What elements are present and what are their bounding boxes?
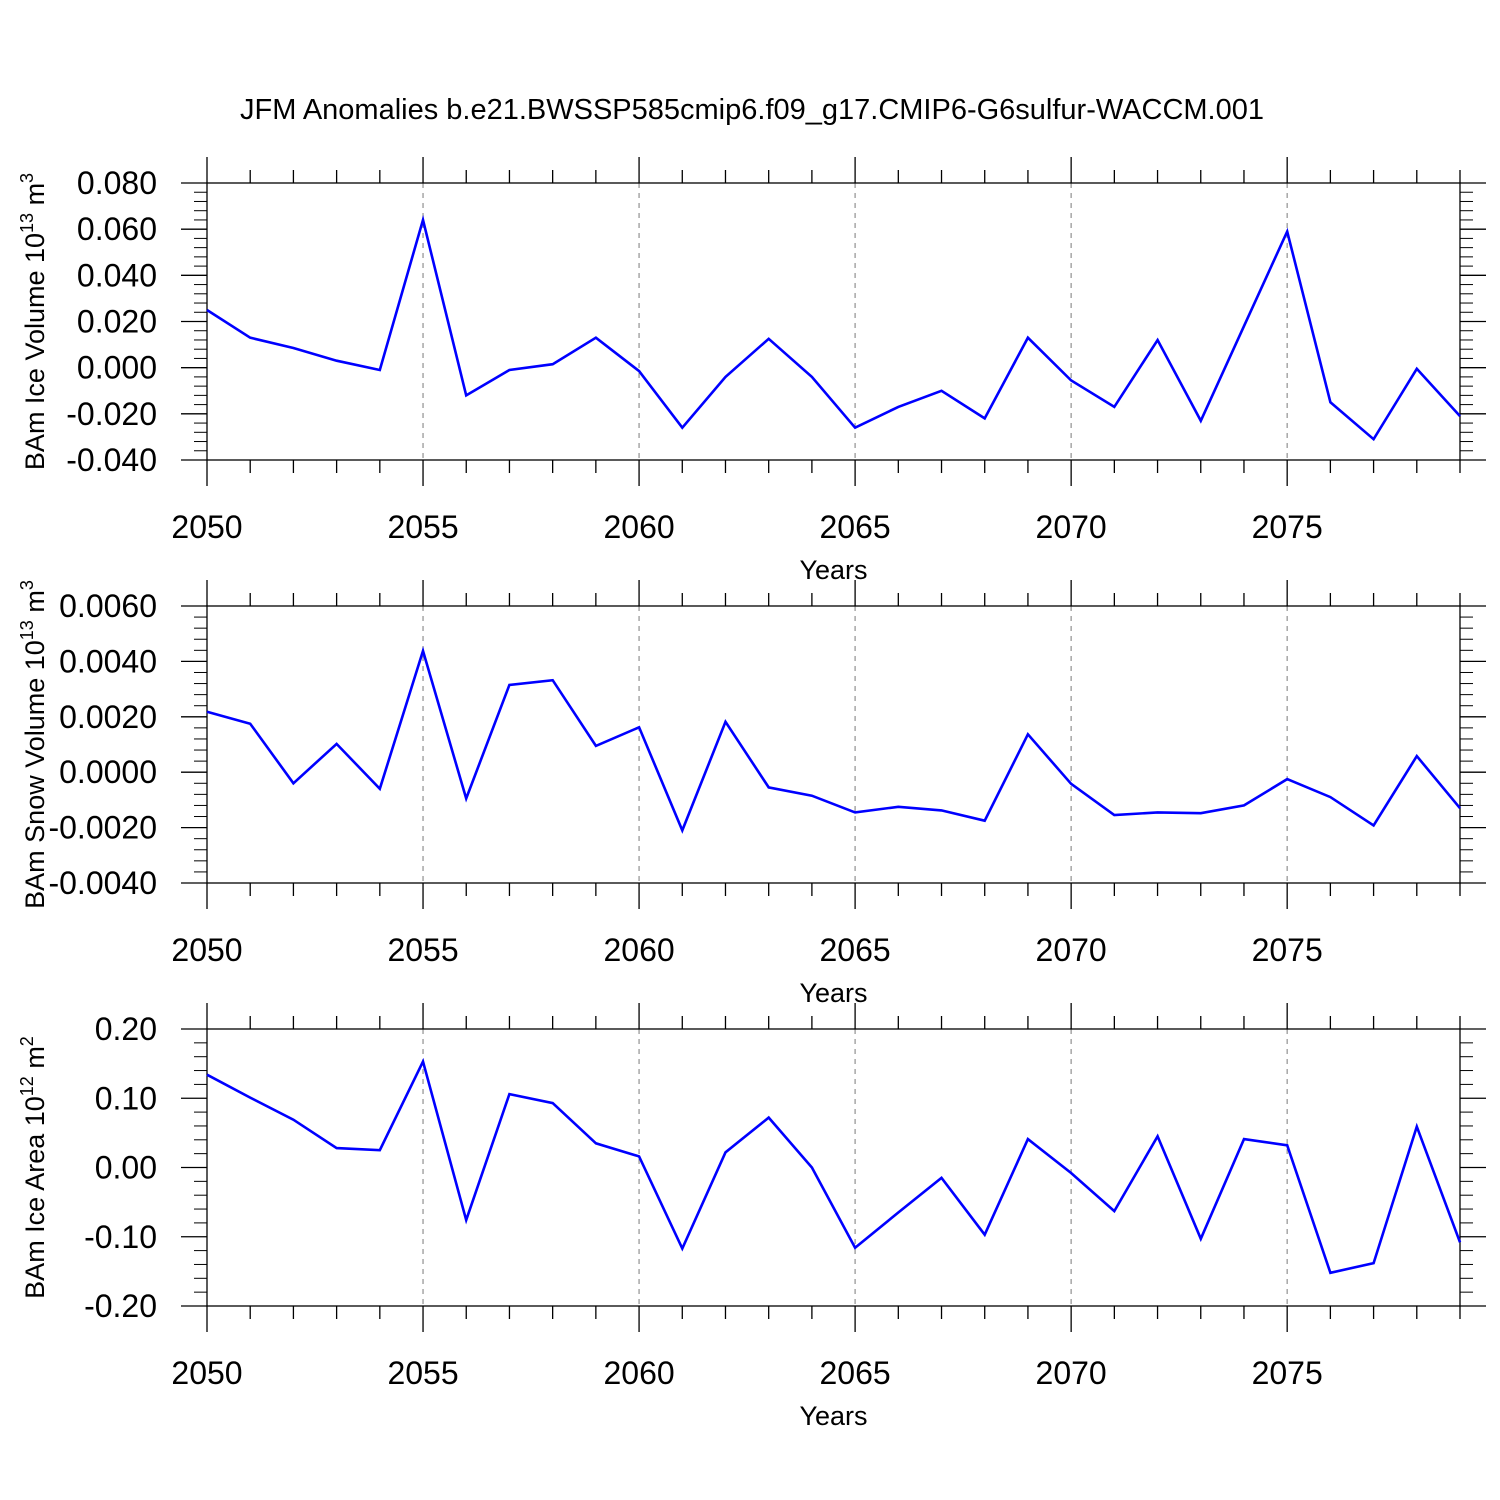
x-tick-label: 2050 xyxy=(171,509,242,545)
y-tick-label: 0.000 xyxy=(77,350,157,386)
y-tick-label: 0.020 xyxy=(77,304,157,340)
panel-2: 0.0060 0.0040 0.0020 0.0000 -0.0020 -0.0040 20… xyxy=(17,580,1486,1008)
y-tick-label: 0.0000 xyxy=(59,754,157,790)
x-tick-label: 2050 xyxy=(171,1355,242,1391)
y-axis-label: BAm Ice Volume 1013 m3 xyxy=(17,173,50,470)
series-line-1 xyxy=(206,1057,1462,1275)
panels: 0.080 0.060 0.040 0.020 0.000 -0.020 -0.040 205… xyxy=(17,157,1486,1431)
y-tick-label: 0.080 xyxy=(77,165,157,201)
y-tick-label: 0.20 xyxy=(95,1011,157,1047)
panel-1: 0.080 0.060 0.040 0.020 0.000 -0.020 -0.040 205… xyxy=(17,157,1486,585)
x-axis-label: Years xyxy=(799,978,867,1008)
plot-frame xyxy=(206,1028,1461,1307)
x-tick-label: 2065 xyxy=(820,932,891,968)
y-tick-label: -0.0020 xyxy=(48,810,157,846)
x-tick-label: 2050 xyxy=(171,932,242,968)
plot-frame xyxy=(206,605,1461,884)
x-tick-label: 2055 xyxy=(387,509,458,545)
y-tick-label: -0.040 xyxy=(66,442,157,478)
y-tick-label: -0.020 xyxy=(66,396,157,432)
y-tick-label: 0.040 xyxy=(77,257,157,293)
y-tick-label: 0.00 xyxy=(95,1150,157,1186)
x-axis-label: Years xyxy=(799,1401,867,1431)
series-line-1 xyxy=(206,214,1461,442)
x-tick-label: 2075 xyxy=(1252,932,1323,968)
x-tick-label: 2075 xyxy=(1252,1355,1323,1391)
x-tick-label: 2060 xyxy=(603,1355,674,1391)
x-tick-label: 2070 xyxy=(1036,509,1107,545)
y-tick-label: 0.060 xyxy=(77,211,157,247)
x-tick-label: 2060 xyxy=(603,932,674,968)
series-line-1 xyxy=(206,646,1462,834)
x-axis-label: Years xyxy=(799,555,867,585)
y-tick-label: -0.0040 xyxy=(48,865,157,901)
x-tick-label: 2060 xyxy=(603,509,674,545)
x-tick-label: 2055 xyxy=(387,1355,458,1391)
x-tick-label: 2075 xyxy=(1252,509,1323,545)
x-tick-label: 2055 xyxy=(387,932,458,968)
y-axis-label: BAm Snow Volume 1013 m3 xyxy=(17,580,50,909)
y-tick-label: 0.0040 xyxy=(59,643,157,679)
y-tick-label: -0.20 xyxy=(84,1288,157,1324)
x-tick-label: 2065 xyxy=(820,1355,891,1391)
x-tick-label: 2065 xyxy=(820,509,891,545)
x-tick-label: 2070 xyxy=(1036,1355,1107,1391)
y-tick-label: 0.10 xyxy=(95,1080,157,1116)
y-tick-label: -0.10 xyxy=(84,1219,157,1255)
figure-title: JFM Anomalies b.e21.BWSSP585cmip6.f09_g1… xyxy=(240,94,1264,126)
y-tick-label: 0.0060 xyxy=(59,588,157,624)
panel-3: 0.20 0.10 0.00 -0.10 -0.20 2050 2055 2060 2065 20… xyxy=(17,1003,1486,1431)
x-tick-label: 2070 xyxy=(1036,932,1107,968)
y-tick-label: 0.0020 xyxy=(59,699,157,735)
y-axis-label: BAm Ice Area 1012 m2 xyxy=(17,1036,50,1299)
